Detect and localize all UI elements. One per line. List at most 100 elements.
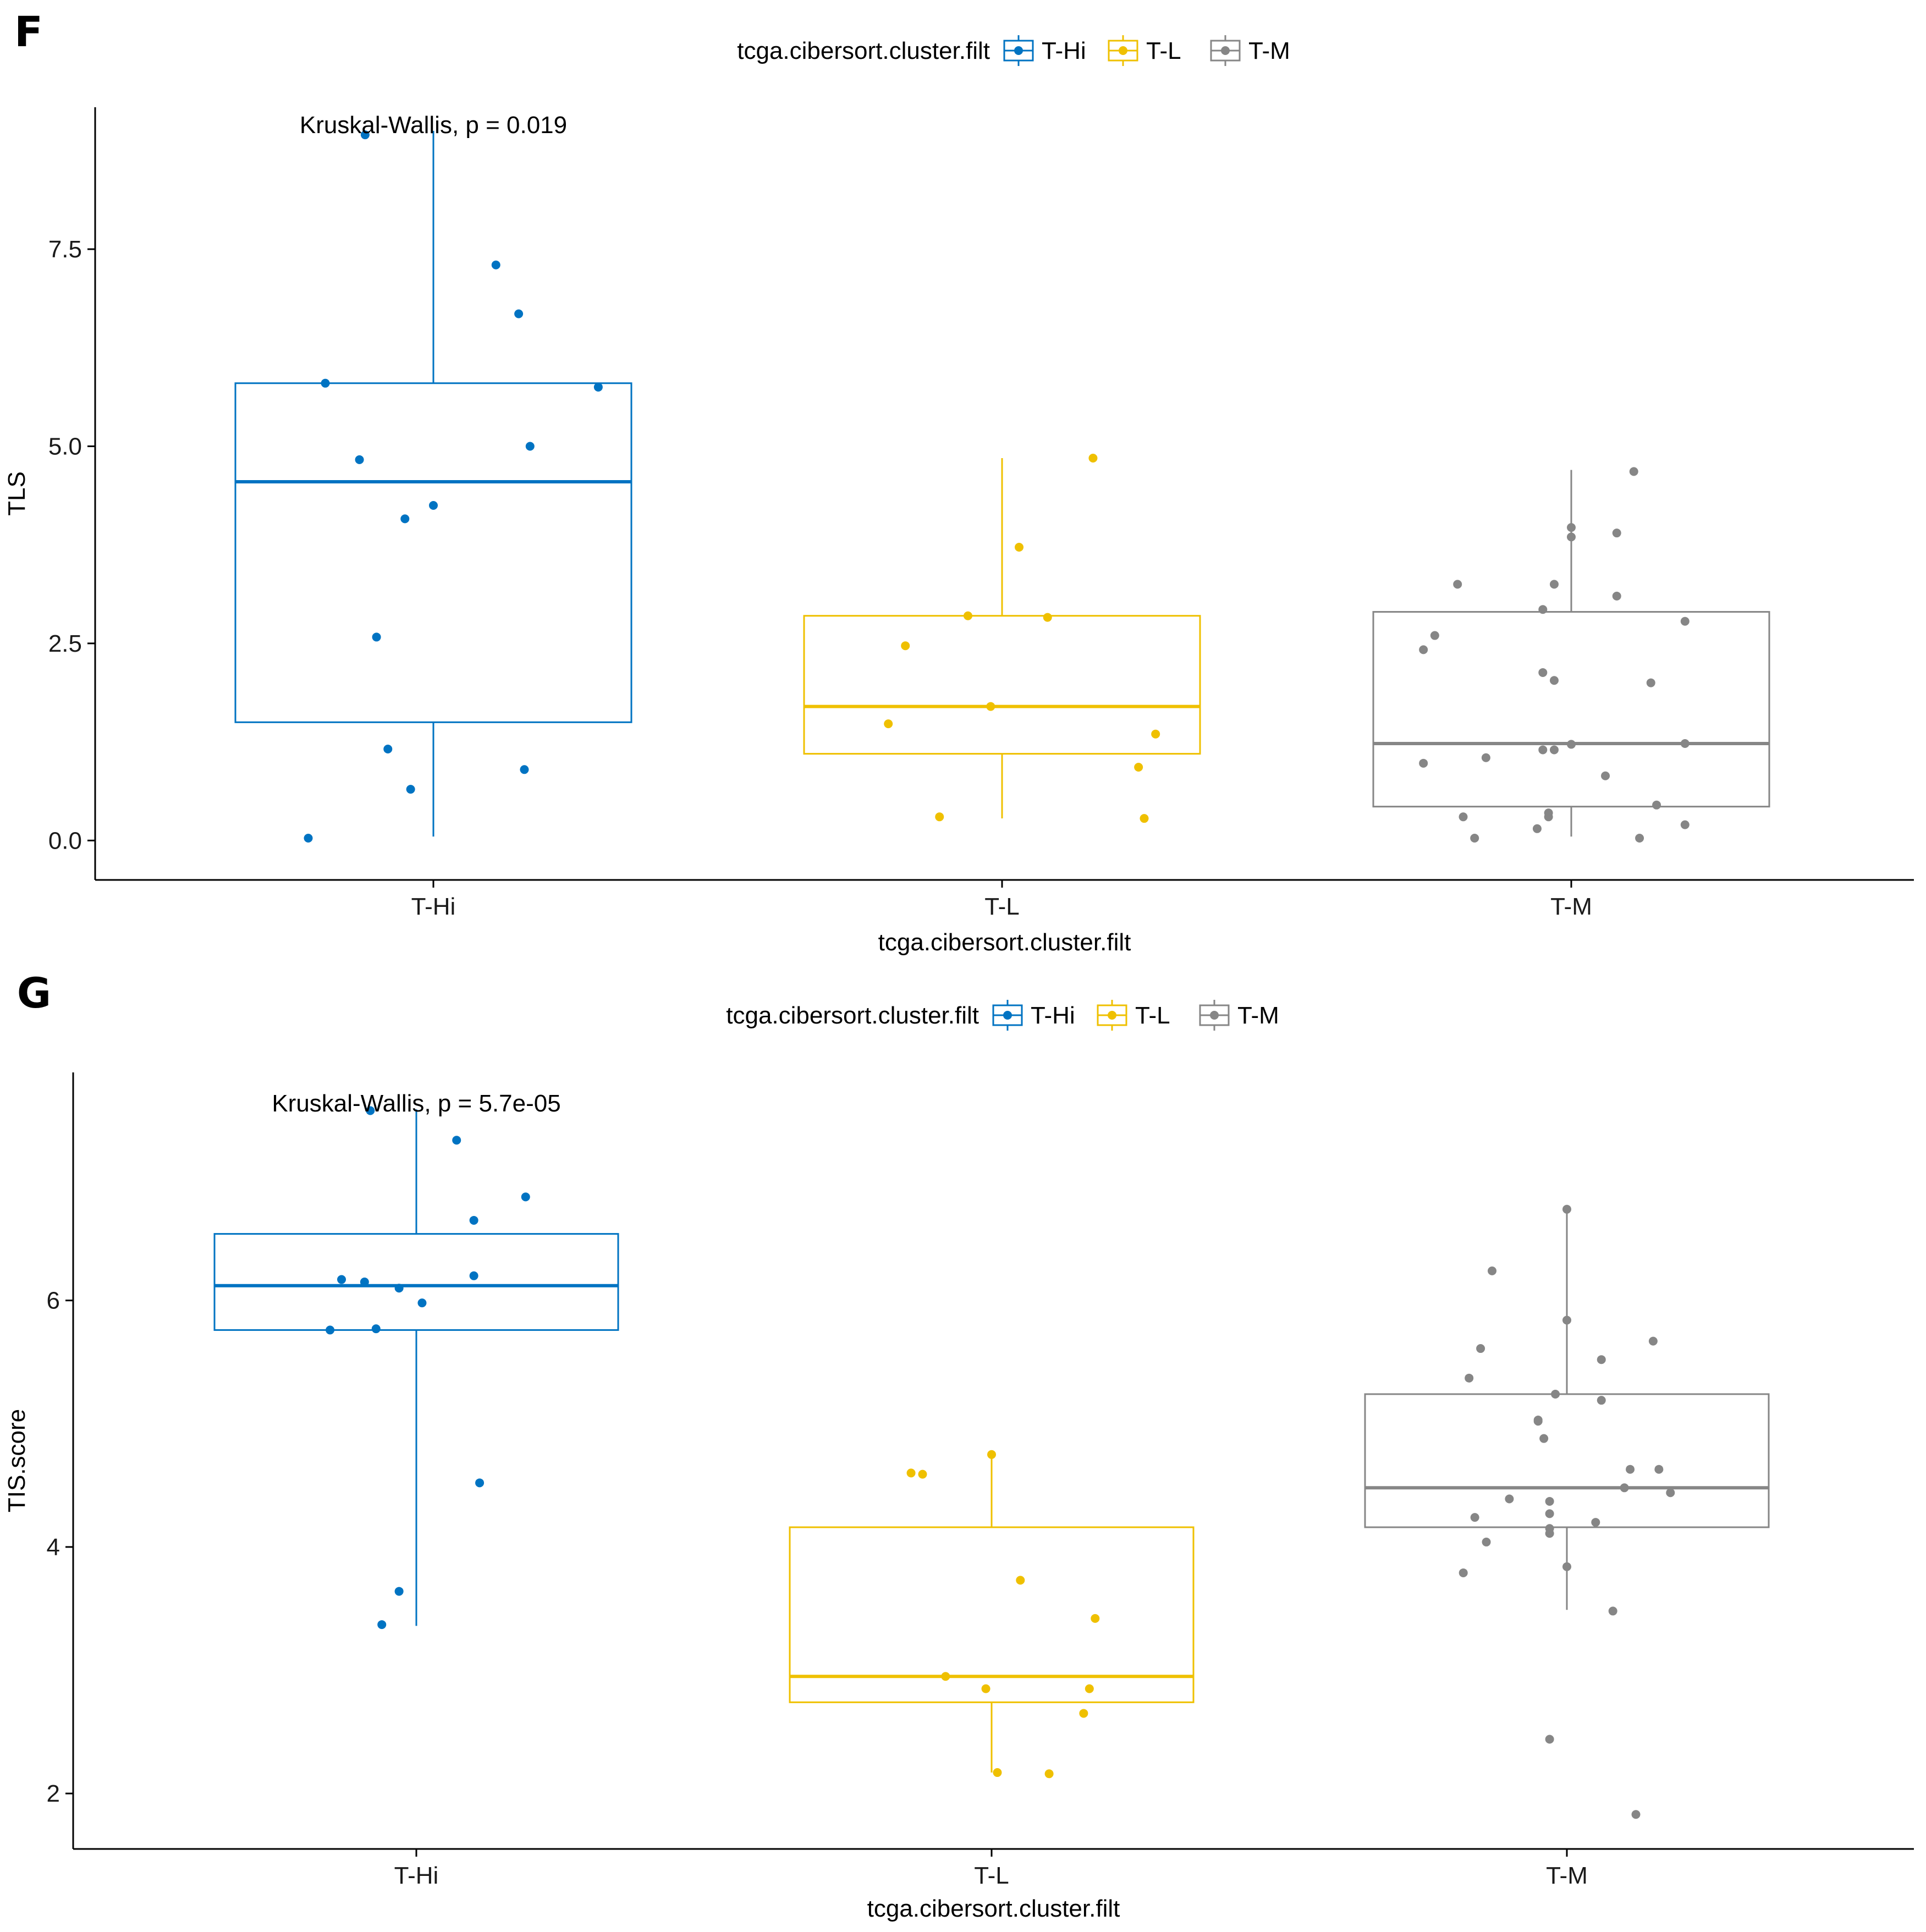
data-point-t-hi xyxy=(326,1325,335,1335)
data-point-t-m xyxy=(1419,758,1428,768)
x-tick-label: T-Hi xyxy=(394,1862,439,1889)
data-point-t-l xyxy=(1134,762,1143,772)
y-tick-label: 6 xyxy=(47,1287,60,1314)
data-point-t-m xyxy=(1459,812,1468,822)
data-point-t-m xyxy=(1567,740,1576,749)
data-point-t-m xyxy=(1538,745,1548,755)
data-point-t-m xyxy=(1545,1529,1554,1538)
data-point-t-m xyxy=(1453,580,1462,589)
legend-title: tcga.cibersort.cluster.filt xyxy=(737,37,990,64)
data-point-t-m xyxy=(1470,834,1479,843)
x-tick-label: T-L xyxy=(984,893,1020,920)
data-point-t-m xyxy=(1567,532,1576,542)
data-point-t-l xyxy=(986,702,995,711)
x-tick-label: T-M xyxy=(1546,1862,1588,1889)
legend-label: T-Hi xyxy=(1031,1002,1075,1029)
data-point-t-m xyxy=(1562,1204,1571,1214)
legend-key xyxy=(1199,1000,1230,1031)
legend: tcga.cibersort.cluster.filt T-Hi T-L T-M xyxy=(737,35,1290,66)
data-point-t-m xyxy=(1680,739,1690,748)
data-point-t-hi xyxy=(400,514,410,524)
y-axis-title: TLS xyxy=(3,471,30,516)
data-point-t-m xyxy=(1545,1496,1554,1506)
data-point-t-hi xyxy=(371,1324,381,1334)
data-point-t-hi xyxy=(321,378,330,388)
data-point-t-hi xyxy=(525,442,535,451)
legend-label: T-L xyxy=(1135,1002,1170,1029)
data-point-t-m xyxy=(1601,771,1610,780)
data-point-t-l xyxy=(1015,542,1024,552)
data-point-t-m xyxy=(1562,1315,1571,1325)
x-tick-label: T-M xyxy=(1550,893,1592,920)
data-point-t-l xyxy=(884,719,893,729)
data-point-t-l xyxy=(906,1468,916,1478)
box-iqr xyxy=(213,1233,619,1331)
box-t-hi xyxy=(234,131,632,837)
legend-label: T-M xyxy=(1248,37,1290,64)
legend-key xyxy=(1108,35,1138,66)
data-point-t-m xyxy=(1419,645,1428,654)
data-point-t-m xyxy=(1544,812,1553,822)
box-iqr xyxy=(803,615,1201,755)
data-point-t-m xyxy=(1646,678,1655,687)
data-point-t-hi xyxy=(469,1271,478,1280)
data-point-t-m xyxy=(1631,1810,1641,1819)
data-point-t-m xyxy=(1488,1266,1497,1275)
data-point-t-m xyxy=(1626,1465,1635,1474)
data-point-t-l xyxy=(1151,729,1160,739)
data-point-t-hi xyxy=(520,765,529,774)
data-point-t-hi xyxy=(372,632,381,642)
data-point-t-hi xyxy=(394,1284,404,1293)
data-point-t-m xyxy=(1620,1483,1629,1493)
x-tick-label: T-Hi xyxy=(411,893,456,920)
data-point-t-l xyxy=(1043,613,1052,622)
box-iqr xyxy=(789,1526,1195,1703)
data-point-t-hi xyxy=(355,455,364,464)
data-point-t-m xyxy=(1562,1562,1571,1571)
data-point-t-m xyxy=(1545,1735,1554,1744)
box-t-hi xyxy=(213,1109,619,1626)
data-point-t-hi xyxy=(366,1106,375,1115)
data-point-t-l xyxy=(935,812,944,822)
data-point-t-m xyxy=(1629,467,1638,476)
data-point-t-l xyxy=(981,1684,990,1693)
data-point-t-l xyxy=(1088,453,1098,463)
data-point-t-m xyxy=(1545,1509,1554,1518)
x-tick-label: T-L xyxy=(974,1862,1009,1889)
data-point-t-m xyxy=(1591,1518,1600,1527)
data-point-t-hi xyxy=(514,309,524,318)
data-point-t-hi xyxy=(377,1620,387,1630)
box-t-m xyxy=(1364,1209,1770,1610)
box-t-l xyxy=(803,458,1201,819)
y-tick-label: 2 xyxy=(47,1780,60,1807)
panel-letter: F xyxy=(14,7,43,56)
data-point-t-l xyxy=(1044,1769,1054,1779)
data-point-t-hi xyxy=(417,1298,427,1308)
legend-entry-t-hi: T-Hi xyxy=(992,1000,1075,1031)
data-point-t-l xyxy=(1079,1709,1088,1718)
data-point-t-m xyxy=(1666,1488,1675,1498)
data-point-t-m xyxy=(1567,523,1576,532)
data-point-t-hi xyxy=(406,785,415,794)
data-point-t-l xyxy=(963,611,972,620)
box-iqr xyxy=(234,382,632,723)
legend-key xyxy=(992,1000,1023,1031)
data-point-t-m xyxy=(1430,631,1439,640)
data-point-t-m xyxy=(1680,617,1690,626)
legend-entry-t-m: T-M xyxy=(1210,35,1290,66)
box-t-m xyxy=(1372,470,1770,837)
data-point-t-hi xyxy=(360,1278,369,1287)
data-point-t-m xyxy=(1648,1336,1658,1346)
data-point-t-m xyxy=(1538,605,1548,614)
data-point-t-m xyxy=(1538,668,1548,677)
data-point-t-m xyxy=(1612,529,1621,538)
data-point-t-m xyxy=(1551,1389,1560,1399)
legend-entry-t-m: T-M xyxy=(1199,1000,1279,1031)
box-iqr xyxy=(1372,611,1770,808)
data-point-t-l xyxy=(901,641,910,651)
y-tick-label: 2.5 xyxy=(48,630,82,657)
data-point-t-m xyxy=(1635,834,1644,843)
data-point-t-m xyxy=(1470,1513,1479,1522)
data-point-t-l xyxy=(918,1469,927,1479)
